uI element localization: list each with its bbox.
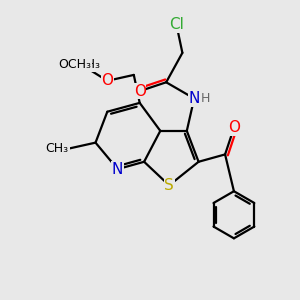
Text: O: O	[228, 120, 240, 135]
Text: N: N	[112, 162, 123, 177]
Text: OCH₃: OCH₃	[58, 58, 92, 71]
Text: H: H	[201, 92, 210, 105]
Text: Cl: Cl	[169, 17, 184, 32]
Text: O: O	[134, 84, 146, 99]
Text: CH₃: CH₃	[46, 142, 69, 155]
Text: O: O	[101, 73, 113, 88]
Text: OCH₃: OCH₃	[67, 58, 100, 71]
Text: N: N	[188, 91, 200, 106]
Text: methoxy: methoxy	[81, 65, 87, 66]
Text: S: S	[164, 178, 174, 193]
